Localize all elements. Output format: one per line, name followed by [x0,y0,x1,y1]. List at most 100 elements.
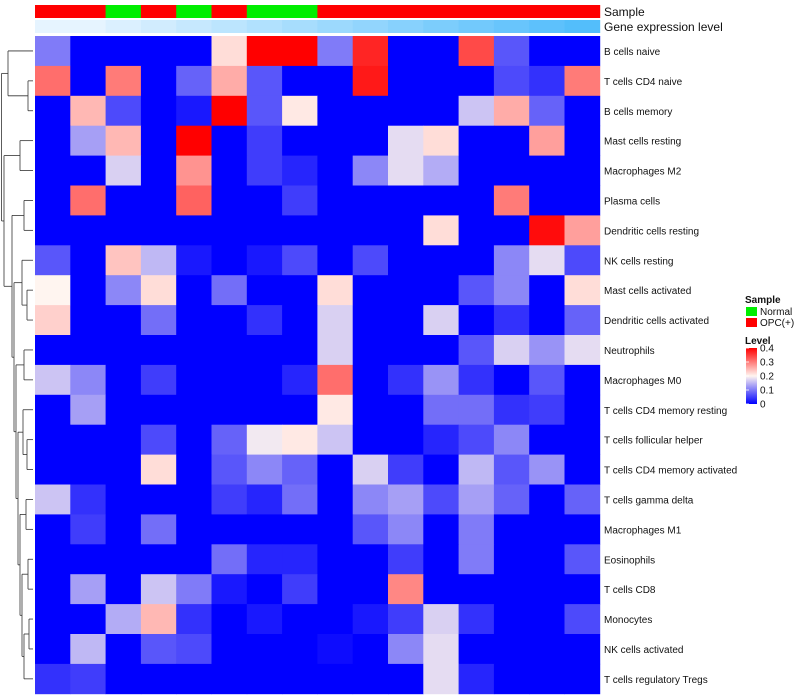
row-label: Mast cells resting [604,137,681,148]
heatmap-cell [282,544,318,575]
heatmap-cell [140,454,177,485]
heatmap-cell [564,394,601,426]
heatmap-cell [246,364,283,396]
heatmap-cell [388,125,424,156]
heatmap-cell [105,454,142,485]
heatmap-cell [458,484,495,515]
heatmap-cell [211,364,248,396]
heatmap-cell [282,454,318,485]
row-label: T cells regulatory Tregs [604,675,708,686]
heatmap-cell [35,514,71,545]
sample-annotation-bar [35,5,601,18]
heatmap-cell [282,245,318,276]
expression-anno-cell [246,20,283,33]
heatmap-cell [35,95,71,127]
heatmap-cell [140,484,177,515]
sample-anno-cell [423,5,459,18]
heatmap-cell [458,215,495,246]
heatmap-cell [70,125,106,156]
heatmap-cell [70,663,106,695]
heatmap-cell [529,364,565,396]
heatmap-cell [423,454,459,485]
heatmap-cell [423,215,459,246]
row-label: Dendritic cells resting [604,226,699,237]
heatmap-cell [246,245,283,276]
heatmap-cell [70,95,106,127]
heatmap-cell [493,454,530,485]
heatmap-cell [352,65,389,97]
heatmap-cell [246,275,283,306]
heatmap-cell [458,155,495,186]
heatmap-cell [140,215,177,246]
sample-anno-cell [70,5,106,18]
heatmap-cell [176,424,212,455]
heatmap-cell [140,185,177,216]
heatmap-cell [423,364,459,396]
heatmap-cell [140,364,177,396]
expression-anno-cell [388,20,424,33]
heatmap-cell [564,514,601,545]
heatmap-cell [70,305,106,336]
heatmap-cell [493,305,530,336]
heatmap-cell [529,185,565,216]
expression-anno-cell [211,20,248,33]
heatmap-cell [282,305,318,336]
expression-anno-cell [352,20,389,33]
heatmap-cell [105,424,142,455]
heatmap-cell [70,634,106,665]
heatmap-cell [529,155,565,186]
heatmap-cell [317,65,354,97]
heatmap-cell [176,275,212,306]
heatmap-cell [211,36,248,67]
heatmap-cell [493,36,530,67]
heatmap-cell [70,574,106,605]
expression-anno-cell [105,20,142,33]
heatmap-cell [105,125,142,156]
heatmap-cell [317,364,354,396]
heatmap-cell [176,95,212,127]
heatmap-cell [105,364,142,396]
heatmap-cell [317,604,354,635]
heatmap-cell [246,454,283,485]
heatmap-cell [317,484,354,515]
expression-anno-cell [458,20,495,33]
sample-anno-cell [317,5,354,18]
heatmap-cell [176,125,212,156]
row-label: Monocytes [604,615,652,626]
heatmap-cell [211,574,248,605]
heatmap-cell [423,663,459,695]
heatmap-cell [105,544,142,575]
heatmap-cell [70,604,106,635]
heatmap-cell [140,335,177,366]
heatmap-cell [352,185,389,216]
heatmap-cell [352,215,389,246]
heatmap-cell [388,454,424,485]
heatmap-cell [564,424,601,455]
heatmap-cell [317,245,354,276]
sample-anno-cell [211,5,248,18]
heatmap-cell [564,574,601,605]
heatmap-cell [246,514,283,545]
heatmap-cell [529,335,565,366]
heatmap-cell [70,364,106,396]
heatmap-cell [423,634,459,665]
heatmap-cell [529,36,565,67]
heatmap-cell [317,663,354,695]
sample-anno-cell [564,5,601,18]
heatmap-cell [246,424,283,455]
heatmap-cell [211,335,248,366]
heatmap-cell [529,95,565,127]
heatmap-cell [458,454,495,485]
expression-annotation-label: Gene expression level [604,20,723,34]
sample-anno-cell [176,5,212,18]
row-label: Eosinophils [604,555,655,566]
heatmap-cell [317,514,354,545]
heatmap-cell [388,305,424,336]
row-labels: B cells naive T cells CD4 naive B cells me… [604,47,737,686]
heatmap-cell [317,95,354,127]
heatmap-cell [211,454,248,485]
heatmap-cell [564,305,601,336]
heatmap-cell [493,604,530,635]
heatmap-cell [529,544,565,575]
heatmap-cell [458,95,495,127]
